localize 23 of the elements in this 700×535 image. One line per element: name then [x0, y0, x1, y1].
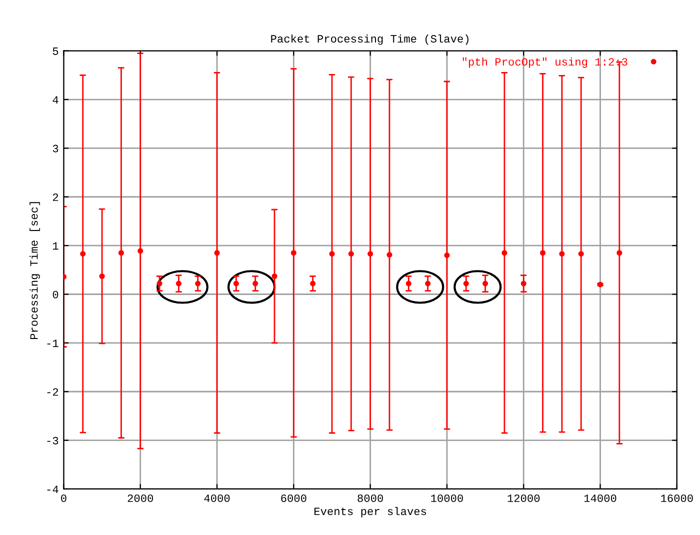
x-tick-label: 14000 — [584, 494, 616, 502]
x-tick-label: 2000 — [128, 494, 153, 502]
x-tick-label: 0 — [61, 494, 66, 502]
y-tick-label: -3 — [47, 436, 58, 444]
x-axis-title: Events per slaves — [314, 506, 426, 518]
y-tick-label: 0 — [52, 290, 58, 298]
chart-title: Packet Processing Time (Slave) — [271, 34, 468, 45]
legend-label: "pth ProcOpt" using 1:2:3 — [462, 57, 628, 68]
x-tick-label: 10000 — [431, 494, 463, 502]
x-tick-label: 4000 — [204, 494, 230, 502]
y-tick-label: 3 — [52, 144, 58, 152]
y-tick-label: -1 — [47, 340, 58, 347]
x-tick-label: 6000 — [281, 494, 306, 502]
y-tick-label: -2 — [47, 388, 58, 396]
y-tick-label: 5 — [52, 48, 58, 55]
x-tick-label: 8000 — [358, 494, 383, 502]
y-tick-label: 4 — [52, 96, 58, 104]
y-axis-title: Processing Time [sec] — [30, 202, 40, 340]
y-tick-label: -4 — [47, 486, 58, 494]
y-tick-label: 2 — [52, 193, 58, 201]
y-tick-label: 1 — [52, 242, 58, 250]
x-tick-label: 16000 — [661, 494, 693, 502]
x-tick-label: 12000 — [508, 494, 540, 502]
